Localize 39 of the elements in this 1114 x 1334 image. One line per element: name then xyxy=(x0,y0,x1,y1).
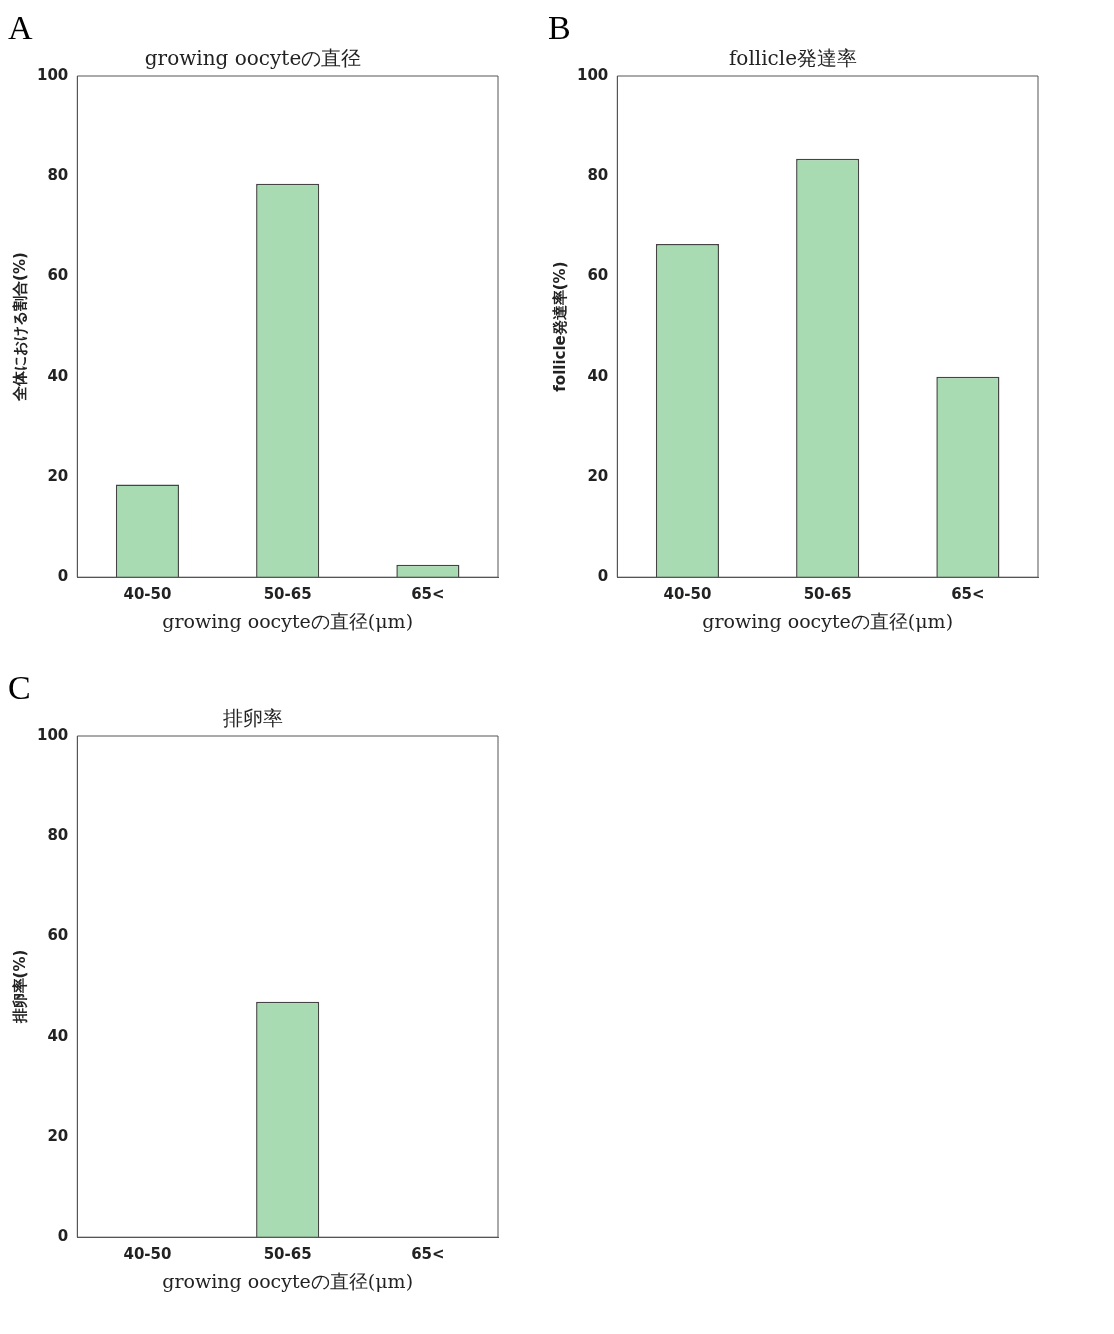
y-tick-label: 80 xyxy=(47,826,69,845)
y-tick-label: 20 xyxy=(587,466,609,485)
x-tick-label: 50-65 xyxy=(263,1245,312,1264)
y-tick-label: 0 xyxy=(57,1227,69,1246)
x-tick-label: 40-50 xyxy=(663,585,712,604)
x-axis-title: growing oocyteの直径(μm) xyxy=(702,609,954,632)
y-tick-label: 100 xyxy=(577,65,609,84)
y-tick-label: 40 xyxy=(587,366,609,385)
y-tick-label: 100 xyxy=(37,65,69,84)
x-tick-label: 40-50 xyxy=(123,585,172,604)
chart-title: growing oocyteの直径 xyxy=(144,46,362,71)
y-axis-title: follicle発達率(%) xyxy=(550,261,569,392)
x-tick-label: 50-65 xyxy=(263,585,312,604)
x-tick-label: 40-50 xyxy=(123,1245,172,1264)
y-tick-label: 0 xyxy=(597,567,609,586)
x-axis-title: growing oocyteの直径(μm) xyxy=(162,609,414,632)
y-tick-label: 60 xyxy=(47,926,69,945)
x-tick-label: 50-65 xyxy=(803,585,852,604)
x-tick-label: 65< xyxy=(951,585,985,604)
x-tick-label: 65< xyxy=(411,585,445,604)
y-tick-label: 20 xyxy=(47,466,69,485)
y-tick-label: 80 xyxy=(587,166,609,185)
y-tick-label: 60 xyxy=(47,266,69,285)
y-tick-label: 60 xyxy=(587,266,609,285)
y-tick-label: 100 xyxy=(37,725,69,744)
chart-title: follicle発達率 xyxy=(728,46,858,71)
chart-title: 排卵率 xyxy=(223,706,283,731)
y-tick-label: 20 xyxy=(47,1126,69,1145)
y-axis-title: 全体における割合(%) xyxy=(10,252,29,402)
y-tick-label: 40 xyxy=(47,1026,69,1045)
text: A xyxy=(8,8,34,48)
y-tick-label: 80 xyxy=(47,166,69,185)
text: B xyxy=(548,8,572,48)
y-tick-label: 40 xyxy=(47,366,69,385)
y-tick-label: 0 xyxy=(57,567,69,586)
y-axis-title: 排卵率(%) xyxy=(10,949,29,1025)
x-tick-label: 65< xyxy=(411,1245,445,1264)
text: C xyxy=(8,668,32,708)
x-axis-title: growing oocyteの直径(μm) xyxy=(162,1269,414,1292)
